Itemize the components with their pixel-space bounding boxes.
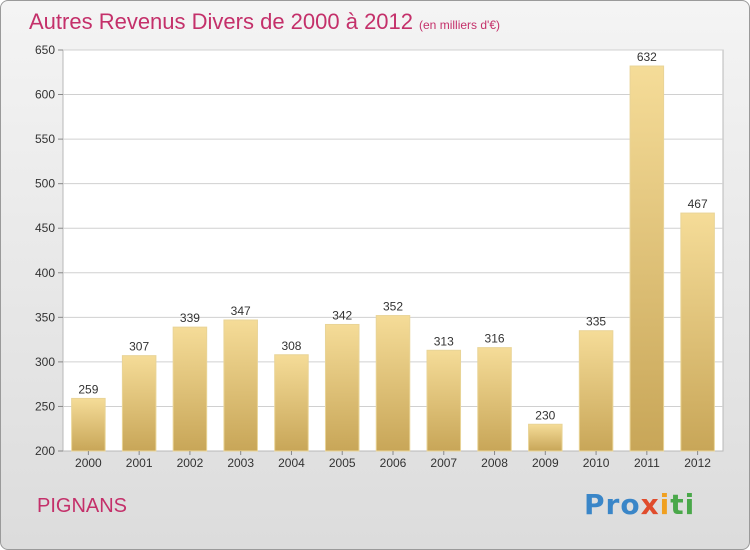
y-tick-label: 400 bbox=[35, 266, 55, 280]
logo-part: Pro bbox=[584, 488, 641, 521]
x-tick-label: 2007 bbox=[430, 456, 457, 470]
data-label: 339 bbox=[180, 311, 200, 325]
bars: 259 307 339 347 308 342 352 313 316 230 335 632 467 bbox=[71, 50, 715, 452]
x-tick-label: 2012 bbox=[684, 456, 711, 470]
x-tick-label: 2004 bbox=[278, 456, 305, 470]
bar-2008 bbox=[477, 347, 512, 452]
bar-2004 bbox=[274, 354, 309, 452]
bar-2001 bbox=[121, 355, 157, 452]
data-label: 259 bbox=[78, 382, 98, 396]
x-tick-label: 2001 bbox=[126, 456, 153, 470]
data-label: 632 bbox=[637, 50, 657, 64]
bar-2006 bbox=[375, 315, 411, 452]
data-label: 307 bbox=[129, 340, 149, 354]
x-tick-label: 2000 bbox=[75, 456, 102, 470]
bar-2002 bbox=[172, 326, 208, 452]
bar-2011 bbox=[629, 65, 665, 452]
y-tick-label: 650 bbox=[35, 43, 55, 57]
y-tick-label: 250 bbox=[35, 399, 55, 413]
bar-2000 bbox=[71, 397, 106, 452]
x-tick-label: 2005 bbox=[329, 456, 356, 470]
x-tick-label: 2010 bbox=[583, 456, 610, 470]
data-label: 352 bbox=[383, 300, 403, 314]
bar-2010 bbox=[578, 330, 614, 452]
data-label: 308 bbox=[281, 339, 301, 353]
y-tick-label: 600 bbox=[35, 88, 55, 102]
y-tick-label: 200 bbox=[35, 444, 55, 458]
logo-part: i bbox=[659, 488, 671, 521]
chart-title-text: Autres Revenus Divers de 2000 à 2012 bbox=[29, 9, 414, 34]
data-label: 342 bbox=[332, 308, 352, 322]
data-label: 230 bbox=[535, 408, 555, 422]
data-label: 347 bbox=[231, 304, 251, 318]
bar-2009 bbox=[528, 423, 563, 452]
data-label: 467 bbox=[688, 197, 708, 211]
x-tick-label: 2009 bbox=[532, 456, 559, 470]
y-tick-label: 350 bbox=[35, 310, 55, 324]
x-tick-label: 2003 bbox=[227, 456, 254, 470]
x-tick-label: 2011 bbox=[634, 456, 660, 470]
bar-2005 bbox=[324, 323, 360, 452]
data-label: 335 bbox=[586, 315, 606, 329]
x-axis: 2000 2001 2002 2003 2004 2005 2006 2007 2008 2009… bbox=[75, 451, 711, 470]
data-label: 313 bbox=[434, 334, 454, 348]
y-tick-label: 550 bbox=[35, 132, 55, 146]
y-axis: 200 250 300 350 400 450 500 550 600 650 bbox=[35, 43, 63, 458]
chart-subtitle: (en milliers d'€) bbox=[419, 18, 500, 32]
bar-2003 bbox=[223, 319, 258, 452]
commune-name: PIGNANS bbox=[37, 495, 128, 517]
y-tick-label: 500 bbox=[35, 177, 55, 191]
chart-title: Autres Revenus Divers de 2000 à 2012 (en … bbox=[29, 9, 500, 35]
bar-2012 bbox=[680, 212, 715, 452]
logo-part: x bbox=[640, 488, 660, 521]
x-tick-label: 2006 bbox=[380, 456, 407, 470]
bar-2007 bbox=[426, 349, 462, 452]
proxiti-logo: Proxiti bbox=[584, 488, 695, 521]
x-tick-label: 2002 bbox=[177, 456, 204, 470]
x-tick-label: 2008 bbox=[481, 456, 508, 470]
y-tick-label: 300 bbox=[35, 355, 55, 369]
logo-part: ti bbox=[670, 488, 696, 521]
data-label: 316 bbox=[485, 332, 505, 346]
y-tick-label: 450 bbox=[35, 221, 55, 235]
